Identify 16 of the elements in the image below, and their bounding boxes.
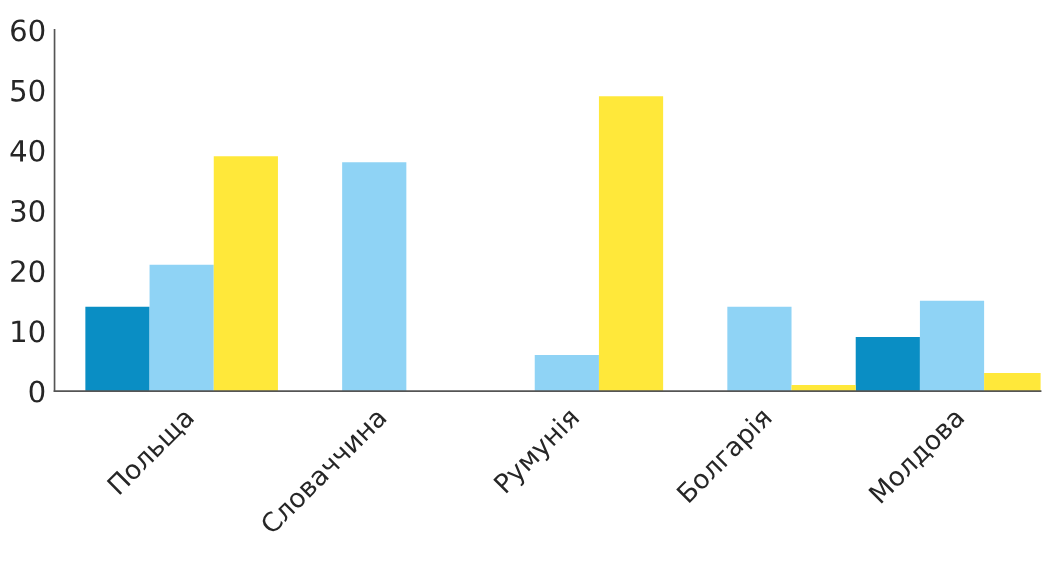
y-tick-label: 50 — [11, 79, 45, 102]
bar — [855, 336, 920, 392]
bar — [149, 264, 214, 392]
bar — [85, 306, 150, 392]
bar — [598, 96, 664, 392]
y-tick-label: 40 — [10, 139, 45, 162]
bar — [213, 156, 278, 392]
bar — [342, 162, 407, 392]
y-tick-label: 10 — [12, 320, 45, 343]
y-tick-label: 0 — [29, 380, 45, 403]
bar — [727, 306, 792, 392]
y-tick-label: 30 — [11, 199, 45, 223]
y-tick-label: 20 — [11, 260, 45, 283]
bar — [919, 300, 985, 392]
bar — [534, 354, 599, 392]
y-tick-label: 60 — [11, 19, 45, 42]
